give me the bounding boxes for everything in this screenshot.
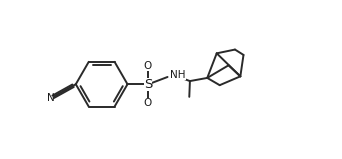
Text: N: N — [47, 93, 54, 103]
Text: NH: NH — [170, 70, 186, 80]
Text: O: O — [144, 98, 152, 108]
Text: O: O — [144, 61, 152, 71]
Text: S: S — [144, 78, 152, 91]
